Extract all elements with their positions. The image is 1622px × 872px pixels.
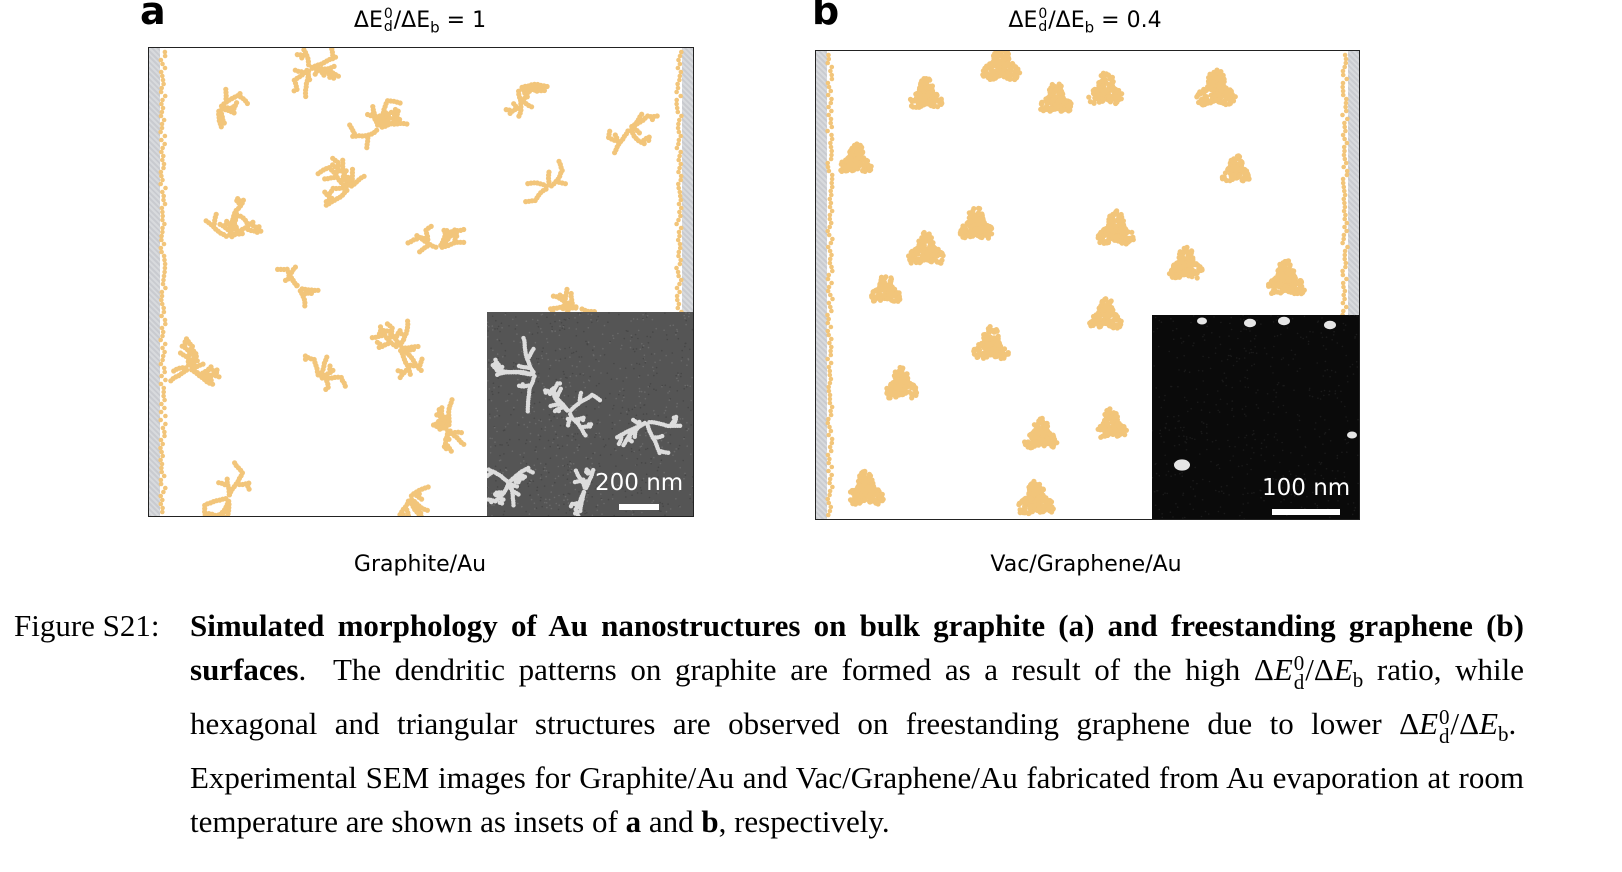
caption-ref-b: b xyxy=(701,804,719,840)
panel-b-title-sub2: b xyxy=(1084,18,1095,37)
panel-a-title-sub2: b xyxy=(430,18,440,37)
panel-a-right-substrate-edge xyxy=(682,48,693,516)
panel-b-scale-bar xyxy=(1272,509,1340,515)
panel-a-scale-bar xyxy=(619,504,659,510)
panel-b-au-islands xyxy=(825,51,1350,518)
panel-b-simulation: 100 nm xyxy=(815,50,1360,520)
caption-and: and xyxy=(641,804,702,840)
panel-b-left-substrate-edge xyxy=(816,51,827,519)
caption-end: , respectively. xyxy=(718,804,890,840)
panel-a-title: ΔE 0 d/ΔEb = 1 xyxy=(270,6,570,37)
panel-b-sem-inset: 100 nm xyxy=(1152,315,1359,519)
panel-a-title-sup: 0 xyxy=(383,6,393,22)
panel-b-title-suffix: = 0.4 xyxy=(1094,8,1162,33)
panel-a-sem-image xyxy=(487,312,693,516)
caption-ratio-1: ΔE 0 d/ΔEb xyxy=(1253,650,1364,694)
panel-b-title: ΔE 0 d/ΔEb = 0.4 xyxy=(935,6,1235,37)
panel-a-left-substrate-edge xyxy=(149,48,160,516)
panel-b-right-substrate-edge xyxy=(1348,51,1359,519)
panel-a-au-dendrites xyxy=(158,48,684,516)
panel-a-letter: a xyxy=(140,0,166,33)
panel-a-label: Graphite/Au xyxy=(353,552,487,577)
panel-b-sem-image xyxy=(1152,315,1359,519)
panel-a-title-sub: d xyxy=(383,19,393,35)
panel-a-scale-label: 200 nm xyxy=(595,470,684,496)
panel-a-title-mid: /ΔE xyxy=(393,8,431,33)
panel-b-title-mid: /ΔE xyxy=(1048,8,1085,33)
caption-body: Simulated morphology of Au nanostructure… xyxy=(190,608,1524,840)
panel-a-title-suffix: = 1 xyxy=(439,8,487,33)
caption-ref-a: a xyxy=(625,804,642,840)
panel-b-title-sup: 0 xyxy=(1038,6,1048,22)
panel-a-title-prefix: ΔE xyxy=(353,8,383,33)
figure-number: Figure S21: xyxy=(14,608,160,643)
panel-b-scale-label: 100 nm xyxy=(1262,475,1351,501)
caption-text-2: ratio, while hexagonal and triangular st… xyxy=(190,652,1524,742)
caption-text-1: The dendritic patterns on graphite are f… xyxy=(332,652,1254,687)
caption-title: Simulated morphology of Au nanostructure… xyxy=(190,608,1524,687)
panel-b-title-prefix: ΔE xyxy=(1008,8,1038,33)
caption-ratio-2: ΔE 0 d/ΔEb xyxy=(1399,705,1509,749)
panel-b-title-sub: d xyxy=(1038,19,1048,35)
panel-a-sem-inset: 200 nm xyxy=(487,312,693,516)
panel-b-letter: b xyxy=(812,0,840,33)
panel-a-simulation: 200 nm xyxy=(148,47,694,517)
caption-text-3: Experimental SEM images for Graphite/Au … xyxy=(190,760,1524,840)
panel-b-label: Vac/Graphene/Au xyxy=(990,552,1182,577)
